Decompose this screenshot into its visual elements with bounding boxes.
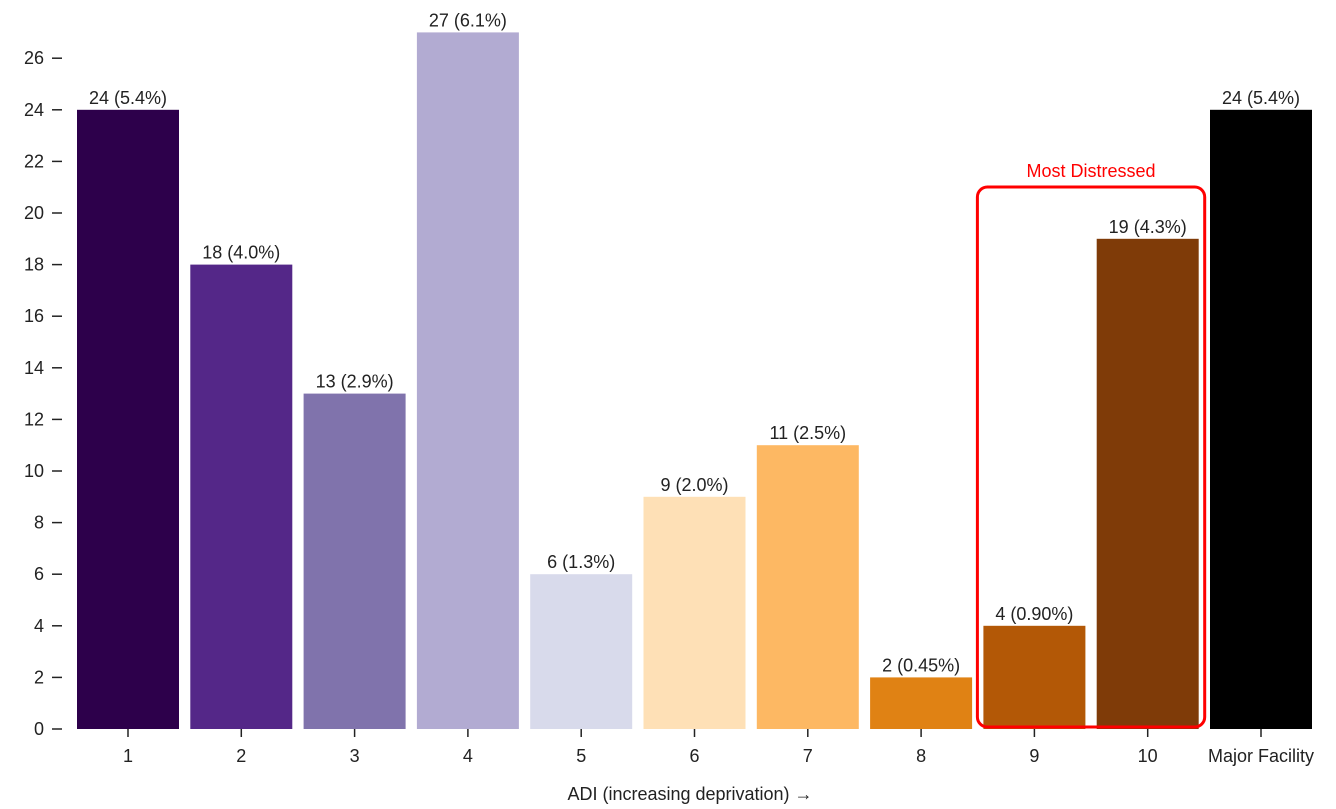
y-tick-label: 0	[34, 719, 44, 739]
x-tick-label: 8	[916, 746, 926, 766]
bar-3	[303, 393, 406, 729]
x-axis: 1 2 3 4 5 6 7 8 9 10 Major Facility	[123, 729, 1314, 766]
annotation-label: Most Distressed	[1027, 161, 1156, 181]
data-label: 18 (4.0%)	[202, 243, 280, 263]
x-tick-label: 5	[576, 746, 586, 766]
bar-6	[643, 496, 746, 729]
bar-9	[983, 625, 1086, 729]
x-tick-label: 10	[1138, 746, 1158, 766]
data-label: 6 (1.3%)	[547, 552, 615, 572]
y-tick-label: 12	[24, 409, 44, 429]
bar-10	[1096, 238, 1199, 730]
x-tick-label: 9	[1029, 746, 1039, 766]
data-labels: 24 (5.4%) 18 (4.0%) 13 (2.9%) 27 (6.1%) 6 (1…	[89, 10, 1300, 675]
data-label: 19 (4.3%)	[1109, 217, 1187, 237]
x-tick-label: 1	[123, 746, 133, 766]
y-tick-label: 20	[24, 203, 44, 223]
bar-4	[416, 32, 519, 729]
y-tick-label: 2	[34, 667, 44, 687]
y-tick-label: 24	[24, 100, 44, 120]
y-tick-label: 26	[24, 48, 44, 68]
y-tick-label: 18	[24, 255, 44, 275]
annotation-group: Most Distressed	[975, 161, 1207, 729]
x-tick-label: 2	[236, 746, 246, 766]
x-tick-label: 6	[689, 746, 699, 766]
data-label: 24 (5.4%)	[1222, 88, 1300, 108]
annotation-box	[975, 185, 1207, 729]
bar-7	[756, 445, 859, 729]
data-label: 9 (2.0%)	[660, 475, 728, 495]
y-tick-label: 4	[34, 616, 44, 636]
y-tick-label: 16	[24, 306, 44, 326]
bar-5	[530, 574, 633, 729]
data-label: 4 (0.90%)	[995, 604, 1073, 624]
x-tick-label: 7	[803, 746, 813, 766]
data-label: 13 (2.9%)	[316, 372, 394, 392]
bar-8	[870, 677, 973, 729]
bar-1	[77, 109, 179, 730]
y-tick-label: 22	[24, 151, 44, 171]
x-tick-label: Major Facility	[1208, 746, 1314, 766]
y-tick-label: 6	[34, 564, 44, 584]
data-label: 2 (0.45%)	[882, 655, 960, 675]
bar-2	[190, 264, 293, 729]
data-label: 24 (5.4%)	[89, 88, 167, 108]
y-tick-label: 8	[34, 513, 44, 533]
data-label: 11 (2.5%)	[769, 423, 846, 443]
bars	[77, 32, 1312, 730]
x-tick-label: 3	[350, 746, 360, 766]
data-label: 27 (6.1%)	[429, 10, 507, 30]
bar-major-facility	[1210, 109, 1312, 730]
x-axis-title: ADI (increasing deprivation) →	[567, 784, 812, 804]
x-tick-label: 4	[463, 746, 473, 766]
y-tick-label: 10	[24, 461, 44, 481]
y-tick-label: 14	[24, 358, 44, 378]
